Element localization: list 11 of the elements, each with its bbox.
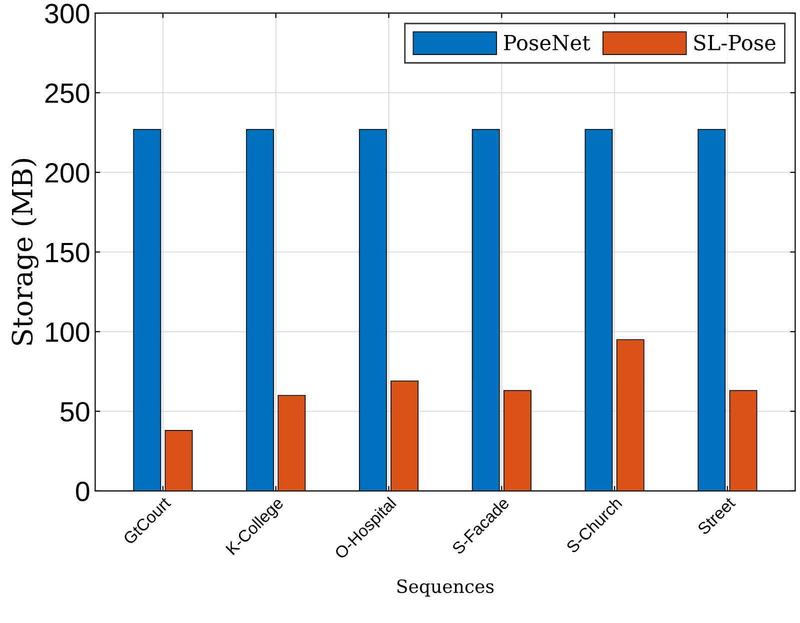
y-tick-label: 100 bbox=[46, 322, 90, 342]
legend-label: PoseNet bbox=[504, 34, 590, 50]
y-tick-label: 200 bbox=[45, 163, 90, 183]
legend-label: SL-Pose bbox=[694, 34, 776, 50]
y-tick-label: 150 bbox=[46, 242, 90, 262]
x-axis-title: Sequences bbox=[397, 579, 494, 597]
y-axis-title: Storage (MB) bbox=[11, 159, 38, 345]
y-tick-label: 50 bbox=[60, 402, 90, 422]
y-tick-label: 0 bbox=[76, 482, 90, 502]
y-tick-label: 250 bbox=[45, 83, 90, 104]
y-tick-label: 300 bbox=[45, 4, 90, 24]
